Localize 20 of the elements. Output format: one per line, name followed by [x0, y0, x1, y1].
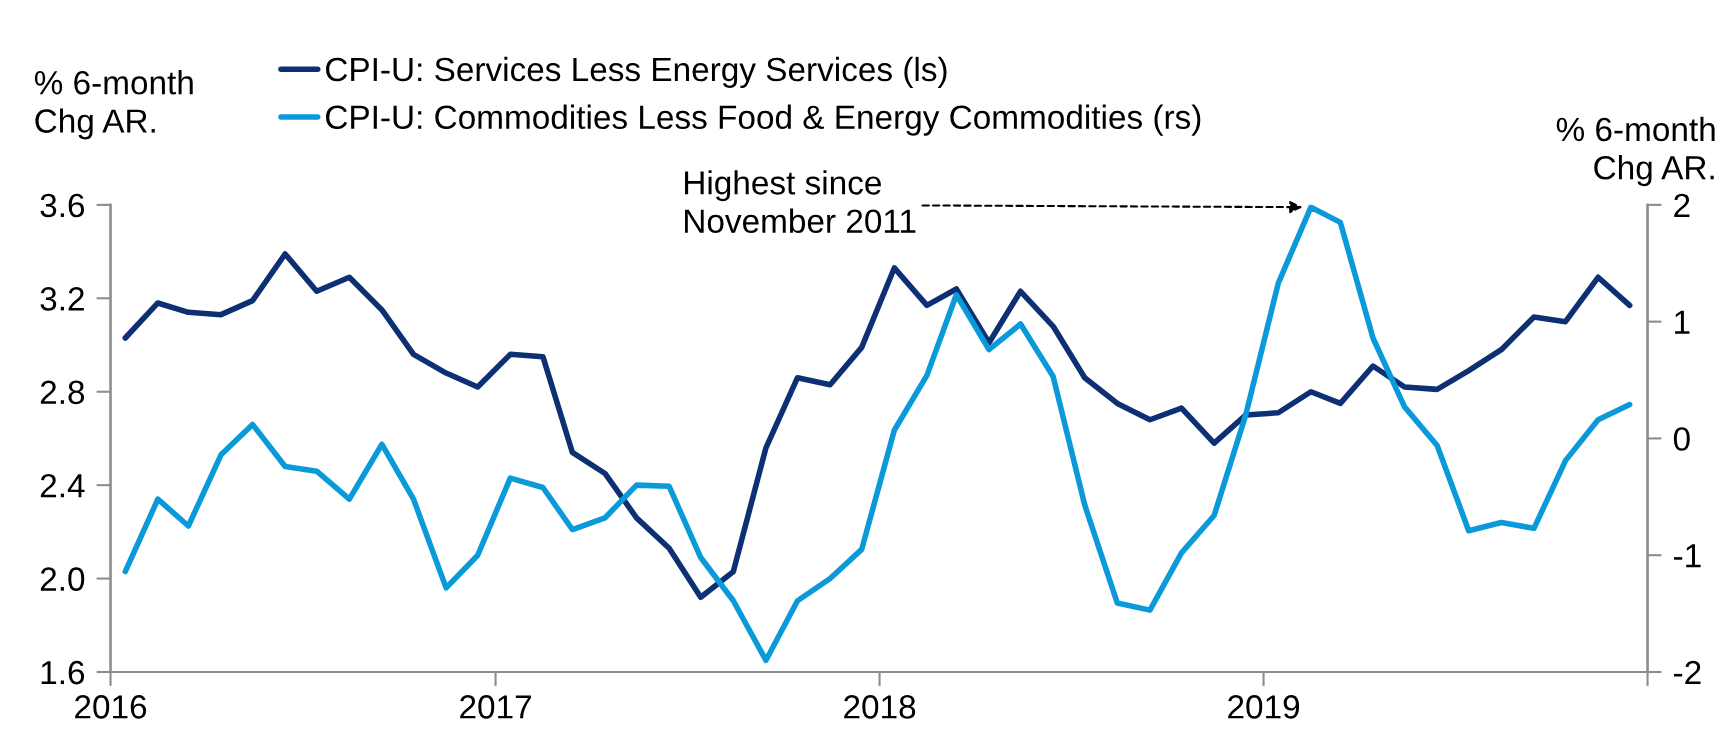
y2-tick-label: -1: [1674, 544, 1701, 568]
legend-label: CPI-U: Commodities Less Food & Energy Commodities (rs): [326, 104, 1201, 136]
y2-tick-label: 0: [1673, 427, 1690, 451]
x-tick-label: 2018: [844, 695, 916, 719]
x-tick-label: 2019: [1228, 695, 1300, 719]
y-tick-label: 3.6: [40, 193, 85, 218]
annotation: Highest since November 2011: [685, 170, 916, 233]
y2-tick-label: 1: [1675, 310, 1690, 334]
y2-tick-label: 2: [1674, 193, 1690, 217]
y-tick-label: 1.6: [41, 660, 85, 685]
y-tick-label: 3.2: [40, 287, 84, 311]
y-tick-label: 2.4: [40, 473, 85, 498]
y2-axis-title: % 6-month Chg AR.: [1556, 116, 1715, 187]
legend-label: CPI-U: Services Less Energy Services (ls): [326, 56, 947, 88]
y-tick-label: 2.0: [40, 567, 85, 591]
y-axis-title: % 6-month Chg AR.: [34, 70, 193, 140]
x-tick-label: 2017: [460, 695, 531, 719]
y2-tick-label: -2: [1674, 660, 1701, 685]
x-tick-label: 2016: [75, 695, 147, 719]
y-tick-label: 2.8: [40, 380, 85, 405]
